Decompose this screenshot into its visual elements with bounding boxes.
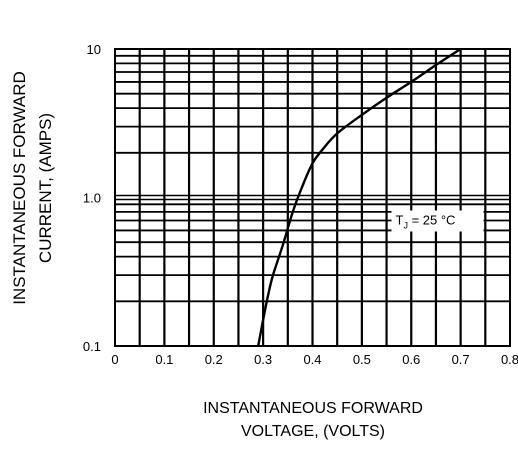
series-line — [257, 47, 462, 347]
y-tick-labels: 0.1 1.0 10 — [83, 42, 101, 354]
x-axis-title-line-1: INSTANTANEOUS FORWARD — [203, 400, 423, 417]
y-tick-label: 10 — [87, 42, 101, 57]
x-tick-label: 0.7 — [452, 352, 470, 367]
y-tick-label: 0.1 — [83, 339, 101, 354]
x-tick-label: 0.5 — [353, 352, 371, 367]
x-tick-label: 0 — [111, 352, 118, 367]
annotation-label: TJ = 25 °C — [396, 213, 456, 231]
y-axis-title-2: CURRENT, (AMPS) — [36, 113, 55, 263]
plot-frame — [114, 48, 511, 347]
y-axis-title-line-2: CURRENT, (AMPS) — [36, 113, 55, 263]
x-axis-title-line-2: VOLTAGE, (VOLTS) — [241, 423, 385, 440]
y-tick-label: 1.0 — [83, 191, 101, 206]
temperature-annotation: TJ = 25 °C — [391, 210, 484, 232]
y-axis-title-line-1: INSTANTANEOUS FORWARD — [10, 71, 29, 305]
x-tick-label: 0.3 — [254, 352, 272, 367]
y-axis-title: INSTANTANEOUS FORWARD — [10, 71, 29, 305]
x-tick-label: 0.2 — [205, 352, 223, 367]
x-tick-label: 0.8 — [501, 352, 518, 367]
x-tick-label: 0.1 — [155, 352, 173, 367]
x-tick-label: 0.6 — [402, 352, 420, 367]
x-tick-labels: 0 0.1 0.2 0.3 0.4 0.5 0.6 0.7 0.8 — [111, 352, 518, 367]
x-tick-label: 0.4 — [303, 352, 321, 367]
grid — [115, 49, 510, 346]
annotation-background — [391, 210, 484, 232]
